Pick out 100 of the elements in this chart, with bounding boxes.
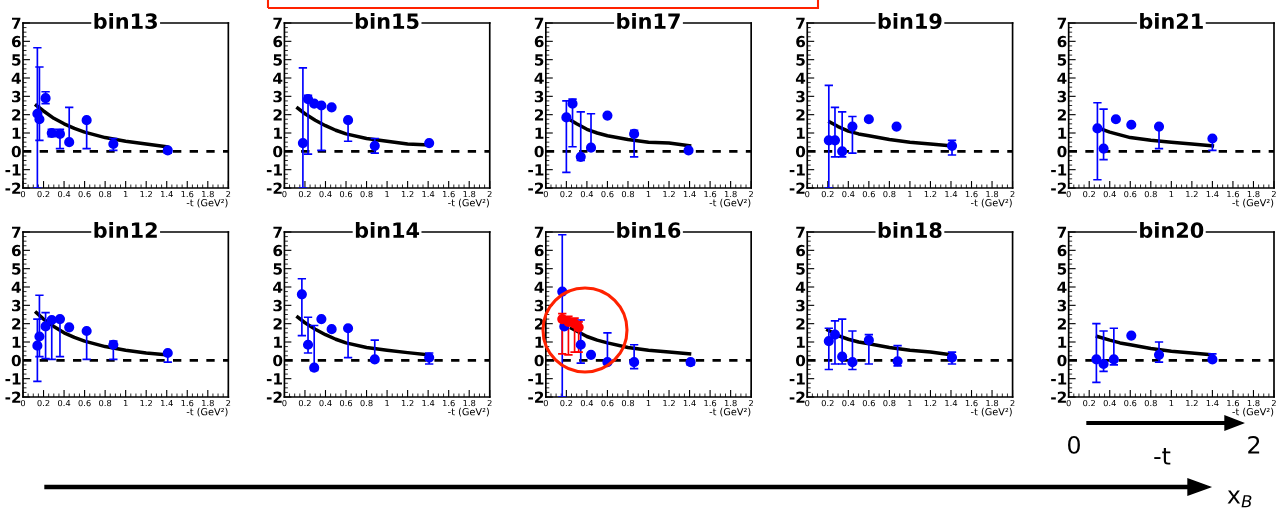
y-tick-label: 4 (1057, 72, 1067, 84)
y-tick-label: 0 (11, 145, 21, 158)
y-tick-label: 7 (796, 226, 805, 238)
x-tick-label: 2 (1271, 190, 1276, 198)
y-tick-label: 1 (535, 336, 544, 348)
y-tick-label: 4 (273, 72, 283, 84)
y-tick-label: 5 (12, 54, 21, 66)
y-tick-label: 7 (12, 17, 21, 29)
x-tick-label: 1.8 (1247, 399, 1260, 407)
y-tick-label: 5 (273, 54, 282, 66)
x-tick-label: 0.6 (78, 190, 91, 198)
x-tick-label: 0.2 (37, 399, 50, 407)
x-tick-label: 1.4 (161, 191, 173, 198)
y-tick-label: 0 (1057, 354, 1067, 367)
x-tick-label: 1 (385, 400, 389, 407)
y-tick-label: -2 (789, 391, 805, 403)
x-tick-label: 0.4 (1103, 399, 1116, 407)
y-tick-label: -2 (266, 182, 282, 194)
y-tick-label: 6 (273, 35, 283, 48)
x-tick-label: 0.4 (580, 399, 594, 407)
y-tick-label: -1 (5, 373, 21, 385)
y-tick-label: 4 (273, 281, 283, 293)
x-tick-label: 1.6 (1227, 190, 1240, 198)
y-tick-label: 7 (273, 226, 282, 238)
y-tick-label: 2 (796, 318, 805, 330)
x-tick-label: 1.8 (724, 399, 737, 407)
point (1126, 119, 1137, 130)
point (424, 138, 435, 149)
point (863, 335, 874, 346)
y-tick-label: 6 (534, 35, 544, 48)
x-axis-title: -t (GeV²) (709, 198, 751, 208)
y-tick-label: 0 (273, 354, 283, 367)
point (342, 323, 354, 334)
y-tick-label: 4 (11, 281, 21, 293)
y-tick-label: -1 (528, 373, 544, 385)
x-tick-label: 0.4 (319, 399, 332, 407)
x-axis-title: -t (GeV²) (186, 407, 228, 417)
y-tick-label: 6 (796, 244, 806, 257)
chart-title: bin15 (355, 12, 419, 30)
point (326, 102, 337, 113)
x-axis-title: -t (GeV²) (448, 407, 489, 417)
y-tick-label: 3 (1057, 299, 1067, 312)
y-tick-label: 1 (796, 127, 805, 139)
x-tick-label: 2 (487, 190, 492, 198)
y-tick-label: 3 (796, 299, 805, 312)
text: x$_{B}$ (1227, 490, 1252, 508)
x-axis-title: -t (GeV²) (1232, 198, 1274, 208)
x-tick-label: 1.6 (965, 190, 978, 198)
point (1126, 330, 1137, 341)
point (296, 289, 307, 300)
x-tick-label: 1.8 (1247, 190, 1260, 198)
point (685, 357, 696, 368)
x-tick-label: 1.8 (986, 399, 999, 407)
x-tick-label: 0.2 (37, 190, 50, 198)
y-tick-label: 0 (795, 354, 806, 367)
point (34, 331, 45, 342)
x-tick-label: 1.8 (724, 190, 737, 198)
y-tick-label: 7 (273, 17, 282, 29)
x-tick-label: 1.2 (140, 190, 152, 198)
y-tick-label: 5 (1057, 263, 1067, 275)
point (1091, 354, 1102, 365)
x-tick-label: 0.2 (298, 190, 311, 198)
y-tick-label: -1 (266, 373, 282, 385)
x-tick-label: 1.4 (945, 400, 958, 407)
point (561, 112, 572, 123)
x-tick-label: 0.4 (1103, 190, 1116, 198)
point (34, 114, 45, 125)
y-tick-label: 5 (273, 263, 282, 275)
x-tick-label: 1.4 (422, 400, 435, 407)
point (1207, 133, 1218, 144)
y-tick-label: -2 (1051, 182, 1066, 194)
point (108, 339, 119, 350)
x-tick-label: 1.2 (140, 399, 152, 407)
x-tick-label: 1.6 (965, 399, 978, 407)
x-tick-label: 1.4 (683, 400, 696, 407)
point (316, 314, 327, 325)
y-tick-label: -2 (528, 182, 544, 194)
point (40, 321, 51, 332)
x-tick-label: 1.4 (1206, 400, 1219, 407)
x-tick-label: 0 (20, 190, 26, 198)
x-tick-label: 0.8 (360, 399, 373, 407)
point (602, 110, 613, 121)
y-tick-label: 2 (273, 318, 282, 330)
point (823, 336, 834, 347)
y-tick-label: 4 (795, 72, 806, 84)
x-tick-label: 1.2 (663, 190, 675, 198)
x-tick-label: 0.8 (883, 190, 896, 198)
x-tick-label: 0.6 (339, 399, 353, 407)
x-tick-label: 2 (1271, 399, 1276, 407)
x-tick-label: 1.4 (945, 191, 958, 198)
point (891, 121, 902, 132)
point (342, 115, 354, 126)
x-tick-label: 1 (908, 191, 912, 198)
y-tick-label: 3 (12, 90, 21, 103)
y-tick-label: 2 (535, 109, 544, 121)
x-tick-label: 2 (749, 190, 753, 198)
x-tick-label: 1.4 (1206, 191, 1219, 198)
point (64, 137, 75, 148)
x-tick-label: 1.2 (1186, 190, 1198, 198)
point (297, 138, 308, 149)
